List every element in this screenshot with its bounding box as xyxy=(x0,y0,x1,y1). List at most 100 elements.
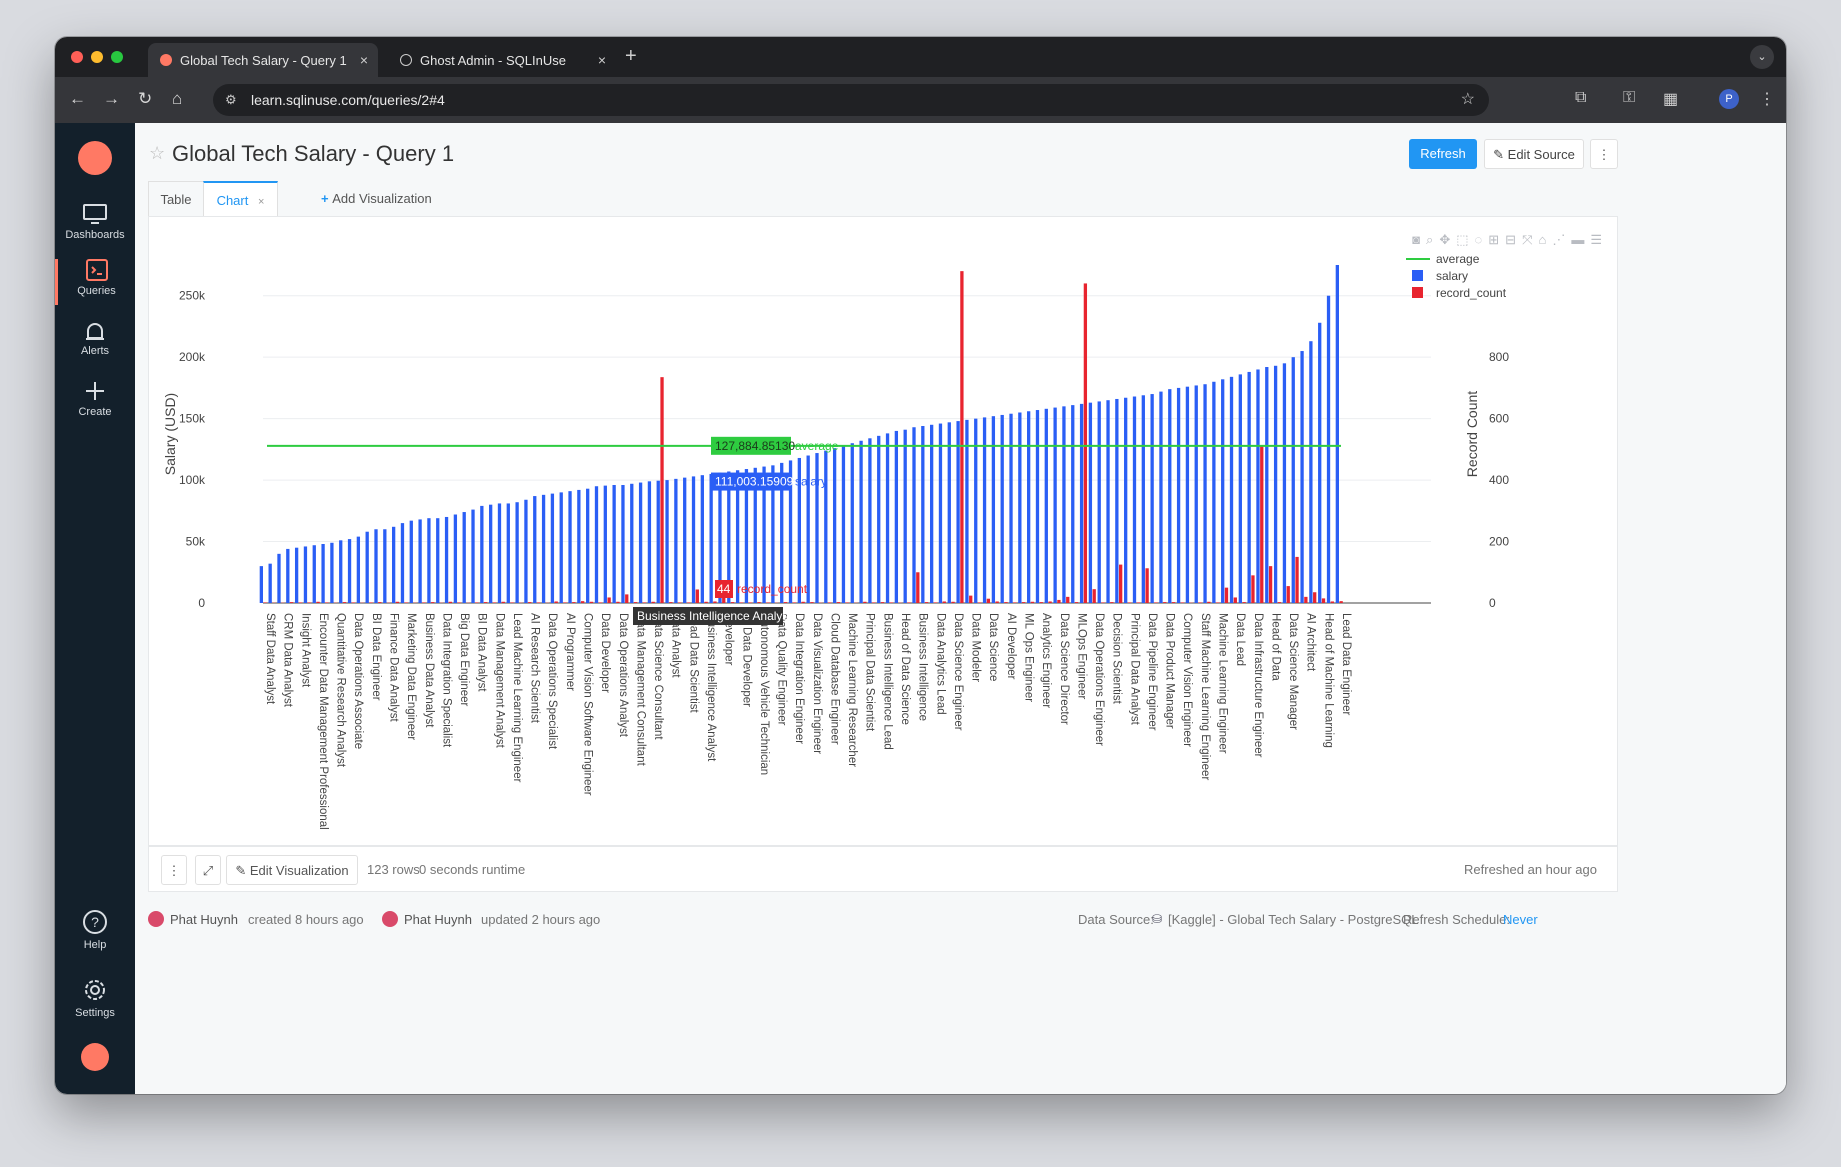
tab-table[interactable]: Table xyxy=(148,181,204,217)
maximize-window-button[interactable] xyxy=(111,51,123,63)
record-count-bar xyxy=(836,602,841,603)
gear-icon xyxy=(85,980,105,1000)
salary-bar xyxy=(303,546,308,603)
sidebar-item-alerts[interactable]: Alerts xyxy=(55,319,135,357)
salary-bar xyxy=(489,504,493,603)
pan-icon[interactable]: ✥ xyxy=(1439,232,1451,247)
x-tick-label: Business Data Analyst xyxy=(423,613,435,728)
sidebar-item-queries[interactable]: Queries xyxy=(55,259,135,305)
sidebar-item-label: Help xyxy=(83,939,107,951)
hover-compare-icon[interactable]: ☰ xyxy=(1590,232,1602,247)
record-count-bar xyxy=(783,602,788,603)
x-tick-label: Principal Data Analyst xyxy=(1128,613,1140,726)
home-icon[interactable]: ⌂ xyxy=(172,89,183,108)
record-count-bar xyxy=(369,602,373,603)
refresh-button[interactable]: Refresh xyxy=(1409,139,1477,169)
qr-code-icon[interactable]: ▦ xyxy=(1663,91,1679,108)
close-window-button[interactable] xyxy=(71,51,83,63)
salary-bar xyxy=(956,421,960,603)
sidebar-item-create[interactable]: Create xyxy=(55,380,135,418)
spike-lines-icon[interactable]: ⋰ xyxy=(1552,232,1566,247)
reset-axes-icon[interactable]: ⌂ xyxy=(1538,232,1547,247)
salary-bar xyxy=(1124,397,1128,603)
record-count-bar xyxy=(951,601,955,603)
zoom-in-icon[interactable]: ⊞ xyxy=(1488,232,1500,247)
reload-icon[interactable]: ↻ xyxy=(138,89,153,108)
sidebar-item-help[interactable]: ? Help xyxy=(55,909,135,951)
salary-bar xyxy=(1247,371,1251,603)
x-tick-label: Data Analytics Lead xyxy=(934,613,946,715)
extensions-icon[interactable]: ⧉ xyxy=(1575,89,1587,106)
sidebar-item-dashboards[interactable]: Dashboards xyxy=(55,203,135,241)
salary-bar xyxy=(1318,322,1322,603)
profile-avatar[interactable]: P xyxy=(1719,89,1739,109)
redash-logo[interactable] xyxy=(78,141,112,175)
camera-icon[interactable]: ◙ xyxy=(1412,232,1421,247)
tab-chart[interactable]: Chart × xyxy=(203,181,278,217)
salary-bar xyxy=(453,514,458,603)
record-count-bar xyxy=(642,602,647,603)
add-visualization-button[interactable]: + Add Visualization xyxy=(321,181,432,217)
record-count-bar xyxy=(766,602,770,603)
salary-bar xyxy=(1018,412,1022,603)
close-tab-icon[interactable]: × xyxy=(597,52,606,68)
record-count-bar xyxy=(986,598,991,603)
schedule-value[interactable]: Never xyxy=(1503,912,1538,927)
record-count-bar xyxy=(528,602,532,603)
record-count-bar xyxy=(483,602,488,603)
x-tick-label: Data Analyst xyxy=(670,613,682,678)
salary-bar xyxy=(762,466,766,603)
back-icon[interactable]: ← xyxy=(69,89,86,108)
tab-search-dropdown-icon[interactable]: ⌄ xyxy=(1750,45,1774,69)
record-count-bar xyxy=(625,594,629,603)
close-tab-icon[interactable]: × xyxy=(257,196,265,208)
zoom-out-icon[interactable]: ⊟ xyxy=(1505,232,1517,247)
x-tick-label: Data Science Engineer xyxy=(952,613,964,731)
x-tick-label: Data Modeler xyxy=(970,613,982,682)
more-actions-button[interactable]: ⋮ xyxy=(1590,139,1618,169)
browser-tab-1[interactable]: Global Tech Salary - Query 1 × xyxy=(148,43,378,77)
user-avatar[interactable] xyxy=(81,1043,109,1071)
forward-icon[interactable]: → xyxy=(103,89,120,108)
favorite-star-icon[interactable]: ☆ xyxy=(149,143,166,163)
record-count-bar xyxy=(1013,602,1017,603)
browser-menu-icon[interactable]: ⋮ xyxy=(1759,91,1775,108)
fullscreen-button[interactable]: ⤢ xyxy=(195,855,221,885)
hover-closest-icon[interactable]: ▬ xyxy=(1571,232,1585,247)
site-settings-icon[interactable]: ⚙ xyxy=(225,92,237,107)
browser-tab-2[interactable]: Ghost Admin - SQLInUse × xyxy=(388,43,616,77)
record-count-bar xyxy=(616,601,620,603)
salary-bar xyxy=(330,542,334,603)
salary-bar xyxy=(550,493,555,603)
salary-bar xyxy=(409,520,413,603)
data-source-name[interactable]: [Kaggle] - Global Tech Salary - PostgreS… xyxy=(1168,912,1419,927)
autoscale-icon[interactable]: ⤧ xyxy=(1522,232,1533,247)
x-tick-label: Marketing Data Engineer xyxy=(405,613,417,740)
salary-bar xyxy=(850,443,854,603)
address-bar[interactable]: ⚙ learn.sqlinuse.com/queries/2#4 ☆ xyxy=(213,84,1489,116)
sidebar-item-settings[interactable]: Settings xyxy=(55,977,135,1019)
salary-chart[interactable]: 0 50k 100k 150k 200k 250k 0 200 400 600 800 Salary … xyxy=(149,217,1617,845)
password-key-icon[interactable]: ⚿ xyxy=(1623,89,1636,106)
record-count-bar xyxy=(1039,602,1043,603)
lasso-icon[interactable]: ◌ xyxy=(1474,232,1483,247)
bookmark-star-icon[interactable]: ☆ xyxy=(1460,91,1475,108)
minimize-window-button[interactable] xyxy=(91,51,103,63)
zoom-icon[interactable]: ⌕ xyxy=(1426,232,1434,247)
x-tick-label: ML Ops Engineer xyxy=(1022,613,1034,702)
record-count-bar xyxy=(501,601,505,603)
salary-bar xyxy=(1326,295,1331,603)
salary-bar xyxy=(1159,391,1163,603)
edit-source-button[interactable]: ✎ Edit Source xyxy=(1484,139,1584,169)
salary-bar xyxy=(1053,407,1057,603)
record-count-bar xyxy=(536,602,541,603)
edit-visualization-button[interactable]: ✎ Edit Visualization xyxy=(226,855,358,885)
salary-bar xyxy=(294,547,299,603)
salary-bar xyxy=(480,505,484,603)
new-tab-icon[interactable]: + xyxy=(625,45,637,67)
more-options-button[interactable]: ⋮ xyxy=(161,855,187,885)
close-tab-icon[interactable]: × xyxy=(359,52,368,68)
box-select-icon[interactable]: ⬚ xyxy=(1456,232,1469,247)
salary-bar xyxy=(877,435,881,603)
record-count-bar xyxy=(589,601,594,603)
